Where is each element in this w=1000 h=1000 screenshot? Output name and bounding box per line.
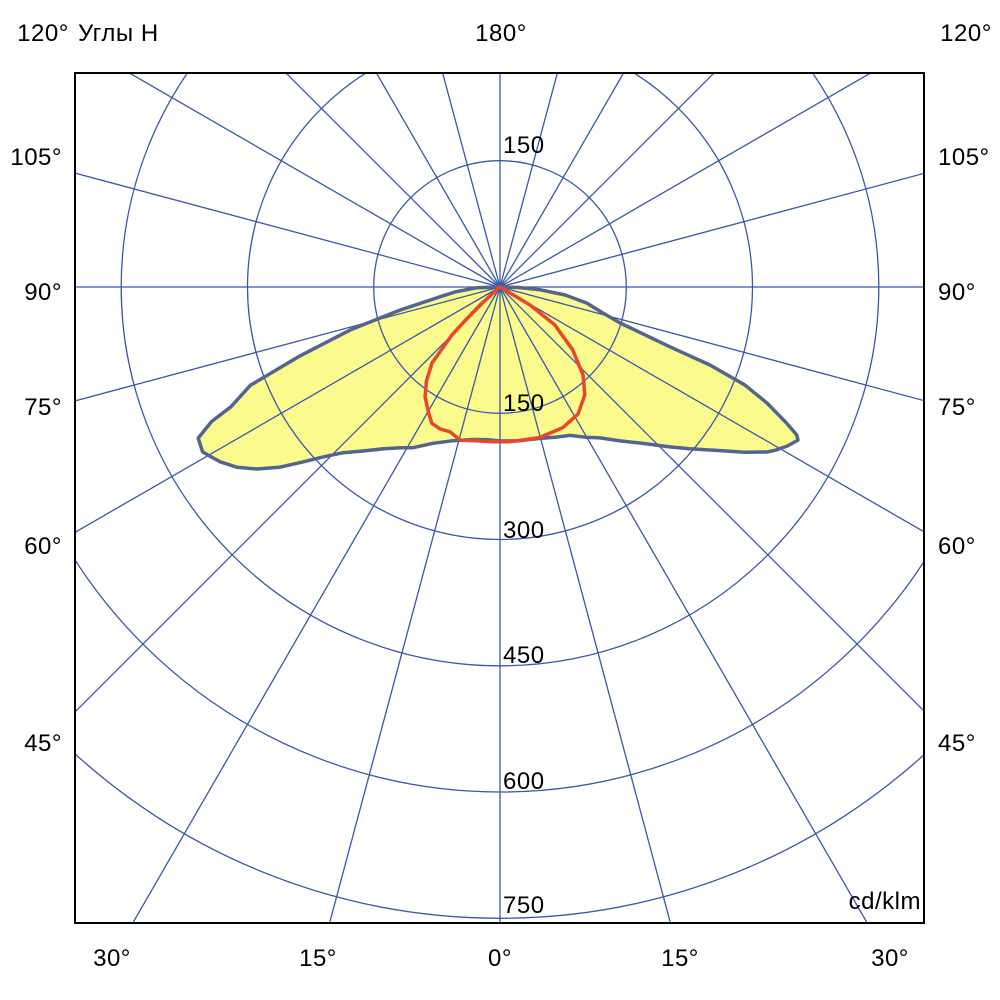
polar-grid-ray bbox=[441, 73, 501, 288]
angle-label-top-left: 120° bbox=[17, 20, 69, 47]
angle-label-right: 75° bbox=[938, 394, 976, 421]
angle-label-bottom: 15° bbox=[299, 945, 337, 972]
polar-grid-ray bbox=[285, 73, 501, 288]
angle-label-top-center: 180° bbox=[475, 20, 527, 47]
polar-grid-ray bbox=[499, 73, 625, 288]
polar-grid-ray bbox=[128, 73, 501, 288]
polar-grid-ray bbox=[499, 73, 872, 288]
plane-title: Углы H bbox=[78, 20, 159, 47]
angle-label-bottom: 15° bbox=[661, 945, 699, 972]
angle-label-right: 45° bbox=[938, 730, 976, 757]
angle-label-right: 90° bbox=[938, 279, 976, 306]
polar-grid-ray bbox=[499, 73, 559, 288]
polar-grid-ray bbox=[499, 286, 672, 923]
angle-label-left: 60° bbox=[24, 533, 62, 560]
polar-grid-ray bbox=[499, 172, 924, 288]
polar-grid-ray bbox=[75, 286, 501, 402]
polar-grid-ray bbox=[499, 73, 715, 288]
polar-grid-ray bbox=[499, 286, 924, 402]
radial-scale-label: 450 bbox=[503, 642, 545, 669]
radial-scale-label: 150 bbox=[503, 390, 545, 417]
plot-border bbox=[74, 72, 925, 924]
angle-label-left: 45° bbox=[24, 730, 62, 757]
angle-label-left: 75° bbox=[24, 394, 62, 421]
polar-grid-ray bbox=[499, 286, 868, 923]
polar-grid-ray bbox=[328, 286, 501, 923]
angle-label-bottom: 30° bbox=[871, 945, 909, 972]
angle-label-top-right: 120° bbox=[940, 20, 992, 47]
angle-label-right: 60° bbox=[938, 533, 976, 560]
radial-scale-label: 150 bbox=[503, 132, 545, 159]
radial-scale-label: 600 bbox=[503, 768, 545, 795]
radial-scale-label: 300 bbox=[503, 517, 545, 544]
polar-grid-ray bbox=[499, 286, 924, 533]
c90-curve bbox=[423, 285, 587, 444]
angle-label-left: 90° bbox=[24, 279, 62, 306]
angle-label-right: 105° bbox=[938, 144, 990, 171]
polar-grid-ray bbox=[75, 286, 501, 534]
polar-grid-ray bbox=[132, 286, 501, 923]
polar-grid-ray bbox=[75, 286, 501, 713]
polar-grid-ray bbox=[375, 73, 501, 288]
unit-label: cd/klm bbox=[848, 888, 921, 915]
angle-label-left: 105° bbox=[10, 144, 62, 171]
angle-label-bottom: 30° bbox=[93, 945, 131, 972]
angle-label-bottom: 0° bbox=[488, 945, 512, 972]
polar-grid-ray bbox=[75, 172, 501, 288]
radial-scale-label: 750 bbox=[503, 892, 545, 919]
polar-grid-ray bbox=[499, 286, 924, 712]
